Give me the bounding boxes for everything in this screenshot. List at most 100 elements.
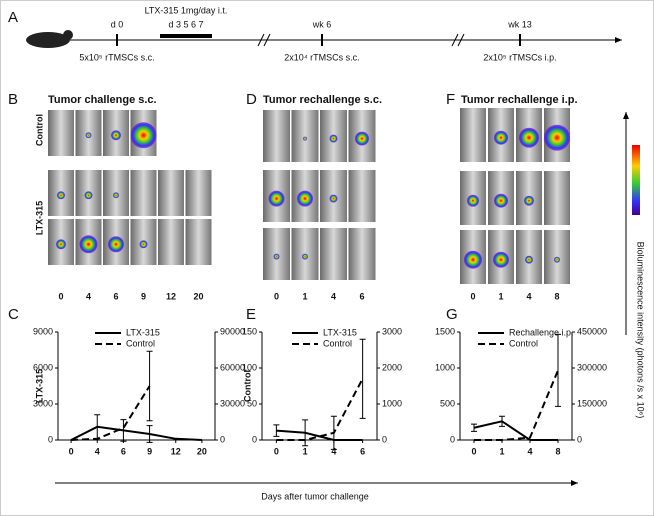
- timeline-label: wk 6: [312, 19, 332, 29]
- x-tick-label: 4: [331, 446, 336, 456]
- timeline: A d 0 LTX-315 1mg/day i.t. d 3 5 6 7 wk …: [8, 5, 622, 62]
- panel-title: Tumor rechallenge s.c.: [263, 94, 382, 106]
- y-tick-label: 100: [242, 362, 257, 372]
- x-tick-label: 1: [499, 446, 504, 456]
- bioluminescence-signal: [467, 194, 479, 207]
- data-line: [276, 378, 364, 441]
- error-bar: [120, 419, 127, 442]
- y-tick-label: 1000: [435, 362, 455, 372]
- y2-tick-label: 2000: [382, 362, 402, 372]
- x-tick-label: 12: [171, 446, 181, 456]
- bioluminescence-signal: [554, 256, 560, 263]
- data-line: [71, 385, 151, 441]
- data-line: [473, 420, 558, 441]
- error-bar: [302, 419, 309, 447]
- x-tick-label: 4: [95, 446, 100, 456]
- panel-letter: C: [8, 306, 19, 323]
- day-label: 0: [58, 291, 63, 301]
- panel-letter: D: [246, 91, 257, 108]
- bioluminescence-signal: [329, 134, 338, 143]
- day-label: 4: [86, 291, 91, 301]
- x-tick-label: 0: [69, 446, 74, 456]
- x-caption: Days after tumor challenge: [261, 491, 369, 501]
- bioluminescence-signal: [544, 124, 570, 151]
- day-label: 1: [302, 291, 307, 301]
- error-bar: [146, 350, 153, 422]
- panel-title: Tumor challenge s.c.: [48, 94, 157, 106]
- legend-label: LTX-315: [126, 327, 160, 337]
- row-label: Control: [34, 114, 44, 146]
- timeline-label: wk 13: [507, 19, 532, 29]
- timeline-label: d 3 5 6 7: [168, 19, 203, 29]
- x-tick-label: 0: [471, 446, 476, 456]
- mouse-image: [291, 110, 319, 162]
- timeline-label: LTX-315 1mg/day i.t.: [145, 5, 228, 15]
- data-line: [276, 429, 363, 441]
- bioluminescence-signal: [57, 191, 65, 200]
- mouse-image: [263, 110, 290, 162]
- bioluminescence-signal: [494, 130, 508, 145]
- bioluminescence-signal: [355, 131, 369, 146]
- y2-tick-label: 0: [577, 434, 582, 444]
- x-tick-label: 0: [274, 446, 279, 456]
- x-tick-label: 20: [197, 446, 207, 456]
- mouse-icon: [63, 30, 73, 40]
- panel-letter: F: [446, 91, 455, 108]
- error-bar: [555, 333, 561, 407]
- error-bar: [359, 338, 366, 419]
- axis-break: [257, 33, 465, 47]
- bioluminescence-signal: [297, 190, 313, 207]
- colorbar-label: Bioluminescence intensity (photons /s x …: [636, 242, 646, 419]
- y-tick-label: 3000: [33, 398, 53, 408]
- error-bar: [471, 423, 477, 432]
- error-bar: [146, 425, 153, 443]
- y-tick-label: 50: [247, 398, 257, 408]
- bioluminescence-signal: [524, 195, 534, 206]
- day-label: 8: [554, 291, 559, 301]
- y-tick-label: 6000: [33, 362, 53, 372]
- y-tick-label: 150: [242, 326, 257, 336]
- bioluminescence-signal: [56, 239, 66, 250]
- bioluminescence-signal: [139, 240, 148, 249]
- x-tick-label: 4: [527, 446, 532, 456]
- bioluminescence-signal: [464, 250, 482, 269]
- y-axis-label: LTX-315: [34, 369, 44, 403]
- bioluminescence-signal: [303, 136, 307, 141]
- mouse-image: [158, 170, 184, 216]
- day-label: 0: [274, 291, 279, 301]
- mouse-image: [544, 171, 570, 225]
- mouse-image: [158, 219, 184, 265]
- legend-label: LTX-315: [323, 327, 357, 337]
- legend-label: Control: [323, 338, 352, 348]
- y2-tick-label: 300000: [577, 362, 607, 372]
- mouse-image: [348, 170, 376, 222]
- y2-tick-label: 150000: [577, 398, 607, 408]
- bioluminescence-signal: [84, 191, 93, 200]
- day-label: 20: [193, 291, 203, 301]
- y2-tick-label: 450000: [577, 326, 607, 336]
- mouse-image: [48, 110, 74, 156]
- day-label: 6: [113, 291, 118, 301]
- bioluminescence-signal: [329, 194, 338, 203]
- y2-axis-label: Control: [242, 370, 252, 402]
- panel-letter: E: [246, 306, 256, 323]
- y-tick-label: 0: [48, 434, 53, 444]
- y-tick-label: 1500: [435, 326, 455, 336]
- legend-label: Control: [126, 338, 155, 348]
- mouse-image: [185, 170, 212, 216]
- panel-letter: G: [446, 306, 458, 323]
- day-label: 4: [331, 291, 336, 301]
- y2-tick-label: 1000: [382, 398, 402, 408]
- day-label: 4: [526, 291, 531, 301]
- mouse-icon: [26, 32, 70, 48]
- y2-tick-label: 60000: [220, 362, 245, 372]
- y-tick-label: 500: [440, 398, 455, 408]
- y2-tick-label: 0: [382, 434, 387, 444]
- bioluminescence-signal: [273, 253, 280, 260]
- timeline-label: 2x10⁵ rTMSCs i.p.: [483, 52, 556, 62]
- bioluminescence-signal: [494, 193, 508, 208]
- panel-title: Tumor rechallenge i.p.: [461, 94, 578, 106]
- day-label: 9: [141, 291, 146, 301]
- bioluminescence-signal: [85, 132, 92, 139]
- x-tick-label: 9: [147, 446, 152, 456]
